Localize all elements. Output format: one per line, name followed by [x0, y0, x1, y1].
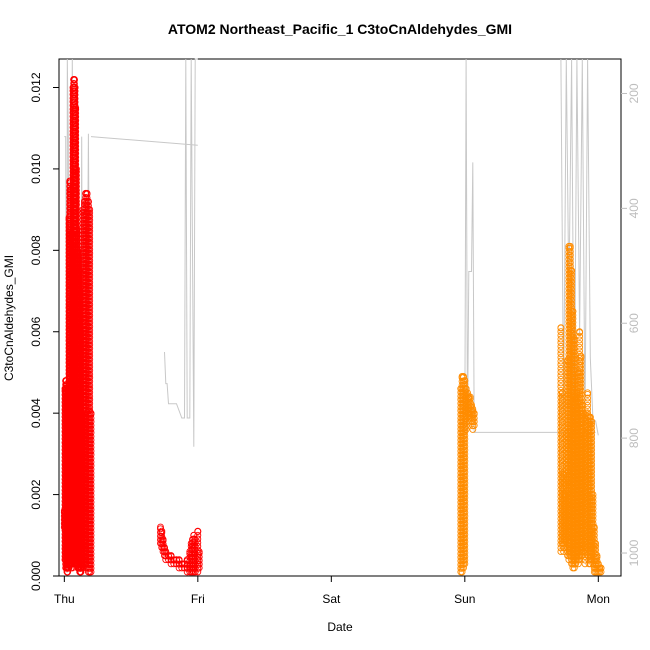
right-tick-label: 400	[627, 198, 641, 218]
y-tick-label: 0.000	[29, 561, 43, 591]
data-point	[72, 146, 80, 154]
data-point	[70, 75, 78, 83]
y-tick-label: 0.012	[29, 72, 43, 102]
data-point	[72, 165, 80, 173]
x-tick-label: Mon	[587, 592, 610, 606]
axes: Thu Fri Sat Sun Mon 0.000 0.002 0.004 0.006 0.008…	[29, 72, 641, 606]
data-point	[194, 527, 202, 535]
data-point	[72, 160, 80, 168]
data-point	[72, 135, 80, 143]
data-point	[70, 80, 78, 88]
data-point	[72, 168, 80, 176]
y-tick-label: 0.006	[29, 316, 43, 346]
data-point	[72, 171, 80, 179]
data-point	[72, 175, 80, 183]
altitude-line	[464, 58, 476, 433]
data-point	[72, 197, 80, 205]
x-axis-label: Date	[327, 620, 353, 634]
data-point	[72, 201, 80, 209]
y-tick-label: 0.004	[29, 398, 43, 428]
data-point	[71, 91, 79, 99]
data-point	[75, 271, 83, 279]
data-point	[72, 186, 80, 194]
altitude-line	[164, 58, 198, 447]
data-point	[72, 193, 80, 201]
data-point	[72, 124, 80, 132]
altitude-line	[90, 136, 198, 146]
y-tick-label: 0.008	[29, 235, 43, 265]
data-points	[60, 75, 605, 576]
right-tick-label: 800	[627, 428, 641, 448]
data-point	[72, 182, 80, 190]
data-point	[75, 282, 83, 290]
data-point	[72, 109, 80, 117]
y-tick-label: 0.010	[29, 154, 43, 184]
data-point	[72, 139, 80, 146]
data-point	[72, 153, 80, 161]
x-tick-label: Sat	[322, 592, 341, 606]
x-tick-label: Sun	[454, 592, 475, 606]
data-point	[72, 104, 80, 112]
data-point	[72, 219, 80, 227]
altitude-lines	[64, 58, 599, 574]
data-point	[72, 190, 80, 198]
data-point	[72, 179, 80, 187]
data-point	[72, 113, 80, 121]
data-point	[72, 120, 80, 128]
data-point	[72, 131, 80, 139]
data-point	[72, 128, 80, 135]
data-point	[72, 223, 80, 231]
data-point	[72, 204, 80, 212]
data-point	[72, 142, 80, 150]
data-point	[71, 84, 79, 91]
data-point	[71, 87, 79, 95]
data-point	[72, 208, 80, 216]
right-tick-label: 600	[627, 313, 641, 333]
right-tick-label: 200	[627, 83, 641, 103]
data-point	[72, 117, 80, 124]
data-point	[72, 212, 80, 220]
plot-frame	[58, 58, 622, 577]
data-point	[72, 157, 80, 165]
chart-title: ATOM2 Northeast_Pacific_1 C3toCnAldehyde…	[168, 21, 512, 37]
data-point	[72, 164, 80, 172]
y-axis-label: C3toCnAldehydes_GMI	[2, 255, 16, 381]
data-point	[77, 568, 85, 576]
data-point	[71, 95, 79, 102]
data-point	[75, 278, 83, 286]
x-tick-label: Fri	[191, 592, 205, 606]
data-point	[75, 274, 83, 282]
x-tick-label: Thu	[54, 592, 75, 606]
right-tick-label: 1000	[627, 539, 641, 566]
data-point	[72, 149, 80, 157]
y-tick-label: 0.002	[29, 479, 43, 509]
data-point	[72, 215, 80, 223]
